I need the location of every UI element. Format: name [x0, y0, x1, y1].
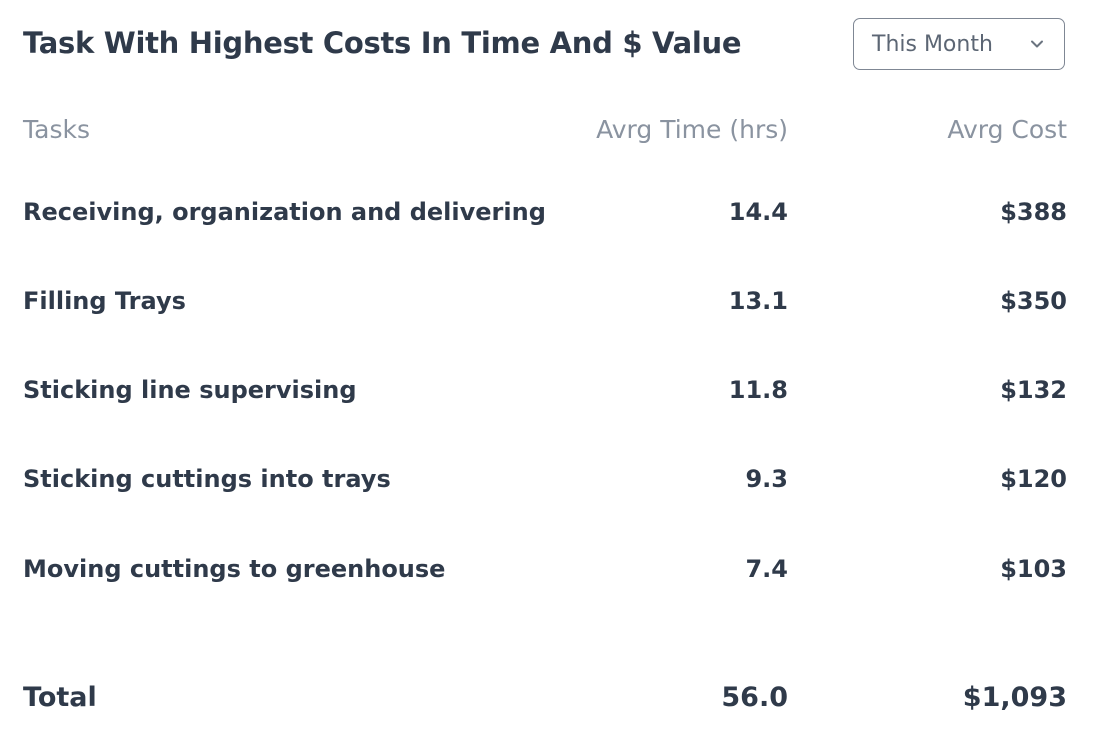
task-avg-time: 13.1: [728, 287, 788, 315]
table-row: Moving cuttings to greenhouse 7.4 $103: [23, 555, 1067, 595]
table-row: Sticking line supervising 11.8 $132: [23, 376, 1067, 416]
header-avg-cost: Avrg Cost: [947, 115, 1067, 144]
task-avg-cost: $132: [1000, 376, 1067, 404]
total-cost: $1,093: [962, 682, 1067, 713]
table-header: Tasks Avrg Time (hrs) Avrg Cost: [23, 115, 1067, 155]
task-name: Sticking line supervising: [23, 376, 357, 404]
total-row: Total 56.0 $1,093: [23, 682, 1067, 722]
table-row: Filling Trays 13.1 $350: [23, 287, 1067, 327]
total-time: 56.0: [721, 682, 788, 713]
task-name: Receiving, organization and delivering: [23, 198, 546, 226]
period-dropdown[interactable]: This Month: [853, 18, 1065, 70]
total-label: Total: [23, 682, 97, 713]
task-avg-time: 14.4: [728, 198, 788, 226]
task-name: Sticking cuttings into trays: [23, 465, 391, 493]
header-tasks: Tasks: [23, 115, 90, 144]
header-avg-time: Avrg Time (hrs): [596, 115, 788, 144]
task-avg-time: 7.4: [745, 555, 788, 583]
task-name: Filling Trays: [23, 287, 186, 315]
task-name: Moving cuttings to greenhouse: [23, 555, 446, 583]
chevron-down-icon: [1031, 40, 1043, 48]
task-avg-time: 11.8: [728, 376, 788, 404]
table-row: Receiving, organization and delivering 1…: [23, 198, 1067, 238]
period-dropdown-value: This Month: [872, 32, 993, 57]
task-avg-cost: $388: [1000, 198, 1067, 226]
task-avg-cost: $120: [1000, 465, 1067, 493]
task-avg-time: 9.3: [745, 465, 788, 493]
task-avg-cost: $350: [1000, 287, 1067, 315]
task-avg-cost: $103: [1000, 555, 1067, 583]
card-title: Task With Highest Costs In Time And $ Va…: [23, 26, 742, 60]
table-row: Sticking cuttings into trays 9.3 $120: [23, 465, 1067, 505]
